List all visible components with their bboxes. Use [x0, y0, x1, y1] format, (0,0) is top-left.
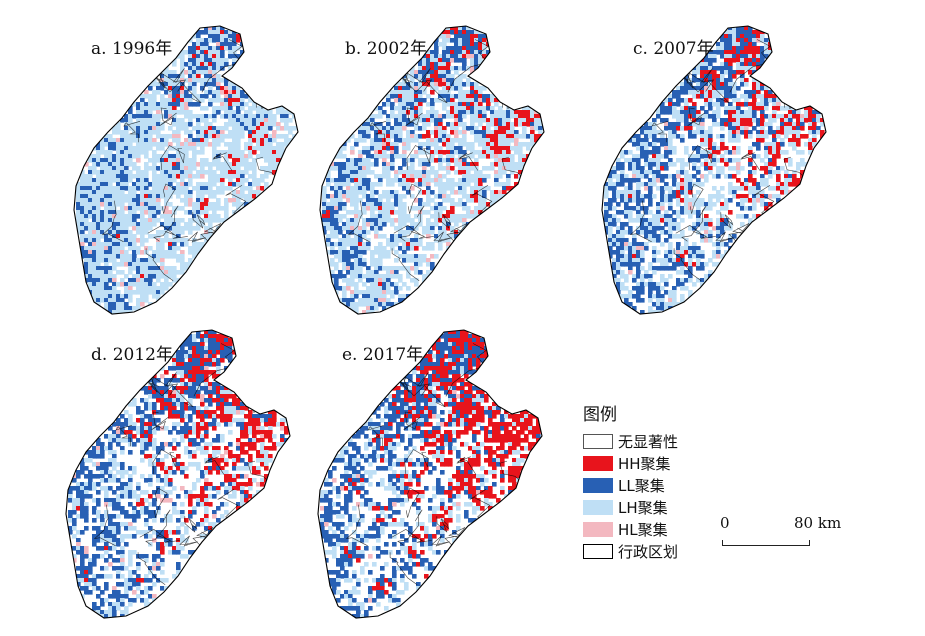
legend-label-hh: HH聚集 — [618, 455, 671, 473]
scale-bar: 0 80 km — [720, 514, 841, 554]
panel-label-e: e. 2017年 — [342, 345, 424, 365]
map-panel-a — [73, 25, 299, 315]
legend-label-hl: HL聚集 — [618, 521, 668, 539]
map-panel-e — [317, 329, 543, 619]
legend-item-hl: HL聚集 — [583, 519, 723, 540]
panel-label-c: c. 2007年 — [633, 39, 714, 59]
legend-label-none: 无显著性 — [618, 433, 679, 451]
cluster-cells-b — [322, 26, 543, 314]
legend-swatch-ll — [583, 478, 613, 493]
province-outline-d — [65, 329, 291, 619]
legend-swatch-lh — [583, 500, 613, 515]
legend-item-admin: 行政区划 — [583, 541, 723, 562]
province-outline-a — [73, 25, 299, 315]
map-panel-d — [65, 329, 291, 619]
legend-title: 图例 — [583, 405, 617, 425]
legend-label-admin: 行政区划 — [618, 543, 679, 561]
cluster-cells-c — [604, 26, 825, 314]
legend-item-none: 无显著性 — [583, 431, 723, 452]
panel-label-b: b. 2002年 — [345, 39, 427, 59]
legend-label-ll: LL聚集 — [618, 477, 665, 495]
legend-item-ll: LL聚集 — [583, 475, 723, 496]
panel-label-d: d. 2012年 — [91, 345, 173, 365]
province-outline-c — [601, 25, 827, 315]
legend: 图例 无显著性 HH聚集 LL聚集 LH聚集 HL聚集 行政区划 — [583, 400, 723, 563]
panel-label-a: a. 1996年 — [91, 39, 173, 59]
province-outline-b — [319, 25, 545, 315]
legend-swatch-hl — [583, 522, 613, 537]
legend-item-hh: HH聚集 — [583, 453, 723, 474]
legend-swatch-admin — [583, 544, 613, 559]
scale-line — [722, 540, 810, 546]
legend-label-lh: LH聚集 — [618, 499, 668, 517]
scale-label-end: 80 km — [794, 514, 842, 532]
legend-swatch-hh — [583, 456, 613, 471]
map-panel-b — [319, 25, 545, 315]
map-panel-c — [601, 25, 827, 315]
province-outline-e — [317, 329, 543, 619]
legend-swatch-none — [583, 434, 613, 449]
cluster-cells-d — [68, 330, 289, 618]
scale-label-zero: 0 — [720, 514, 730, 532]
cluster-cells-e — [320, 330, 541, 618]
legend-item-lh: LH聚集 — [583, 497, 723, 518]
cluster-cells-a — [76, 26, 297, 314]
